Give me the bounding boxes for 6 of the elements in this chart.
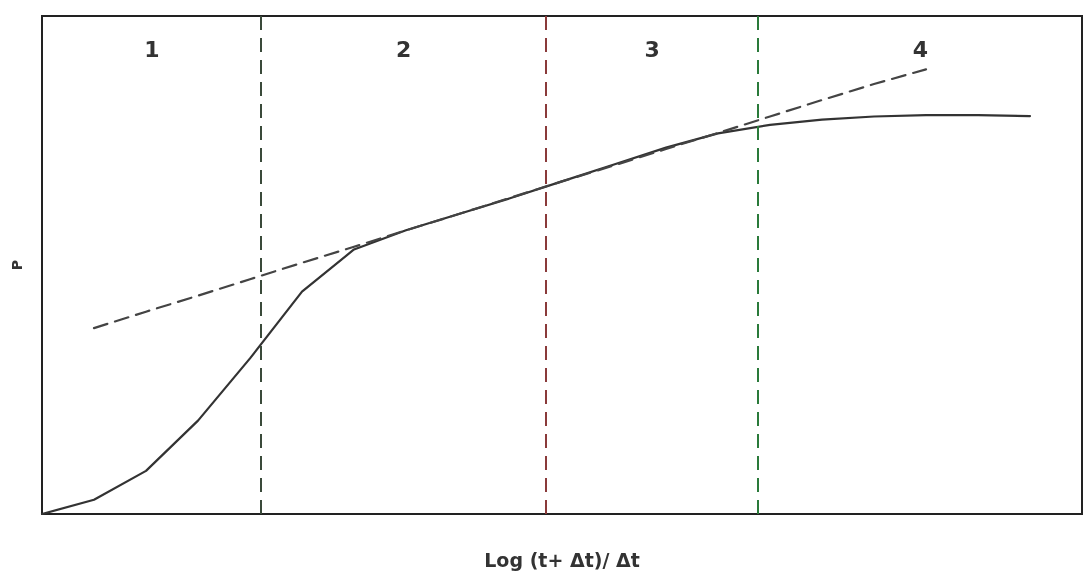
text: 4 xyxy=(912,36,929,62)
text: 2 xyxy=(395,36,412,62)
text: 1 xyxy=(144,36,160,62)
y-axis-title: P xyxy=(9,259,25,271)
x-axis-title: Log (t+ Δt)/ Δt xyxy=(484,548,640,571)
text: 3 xyxy=(644,36,660,62)
